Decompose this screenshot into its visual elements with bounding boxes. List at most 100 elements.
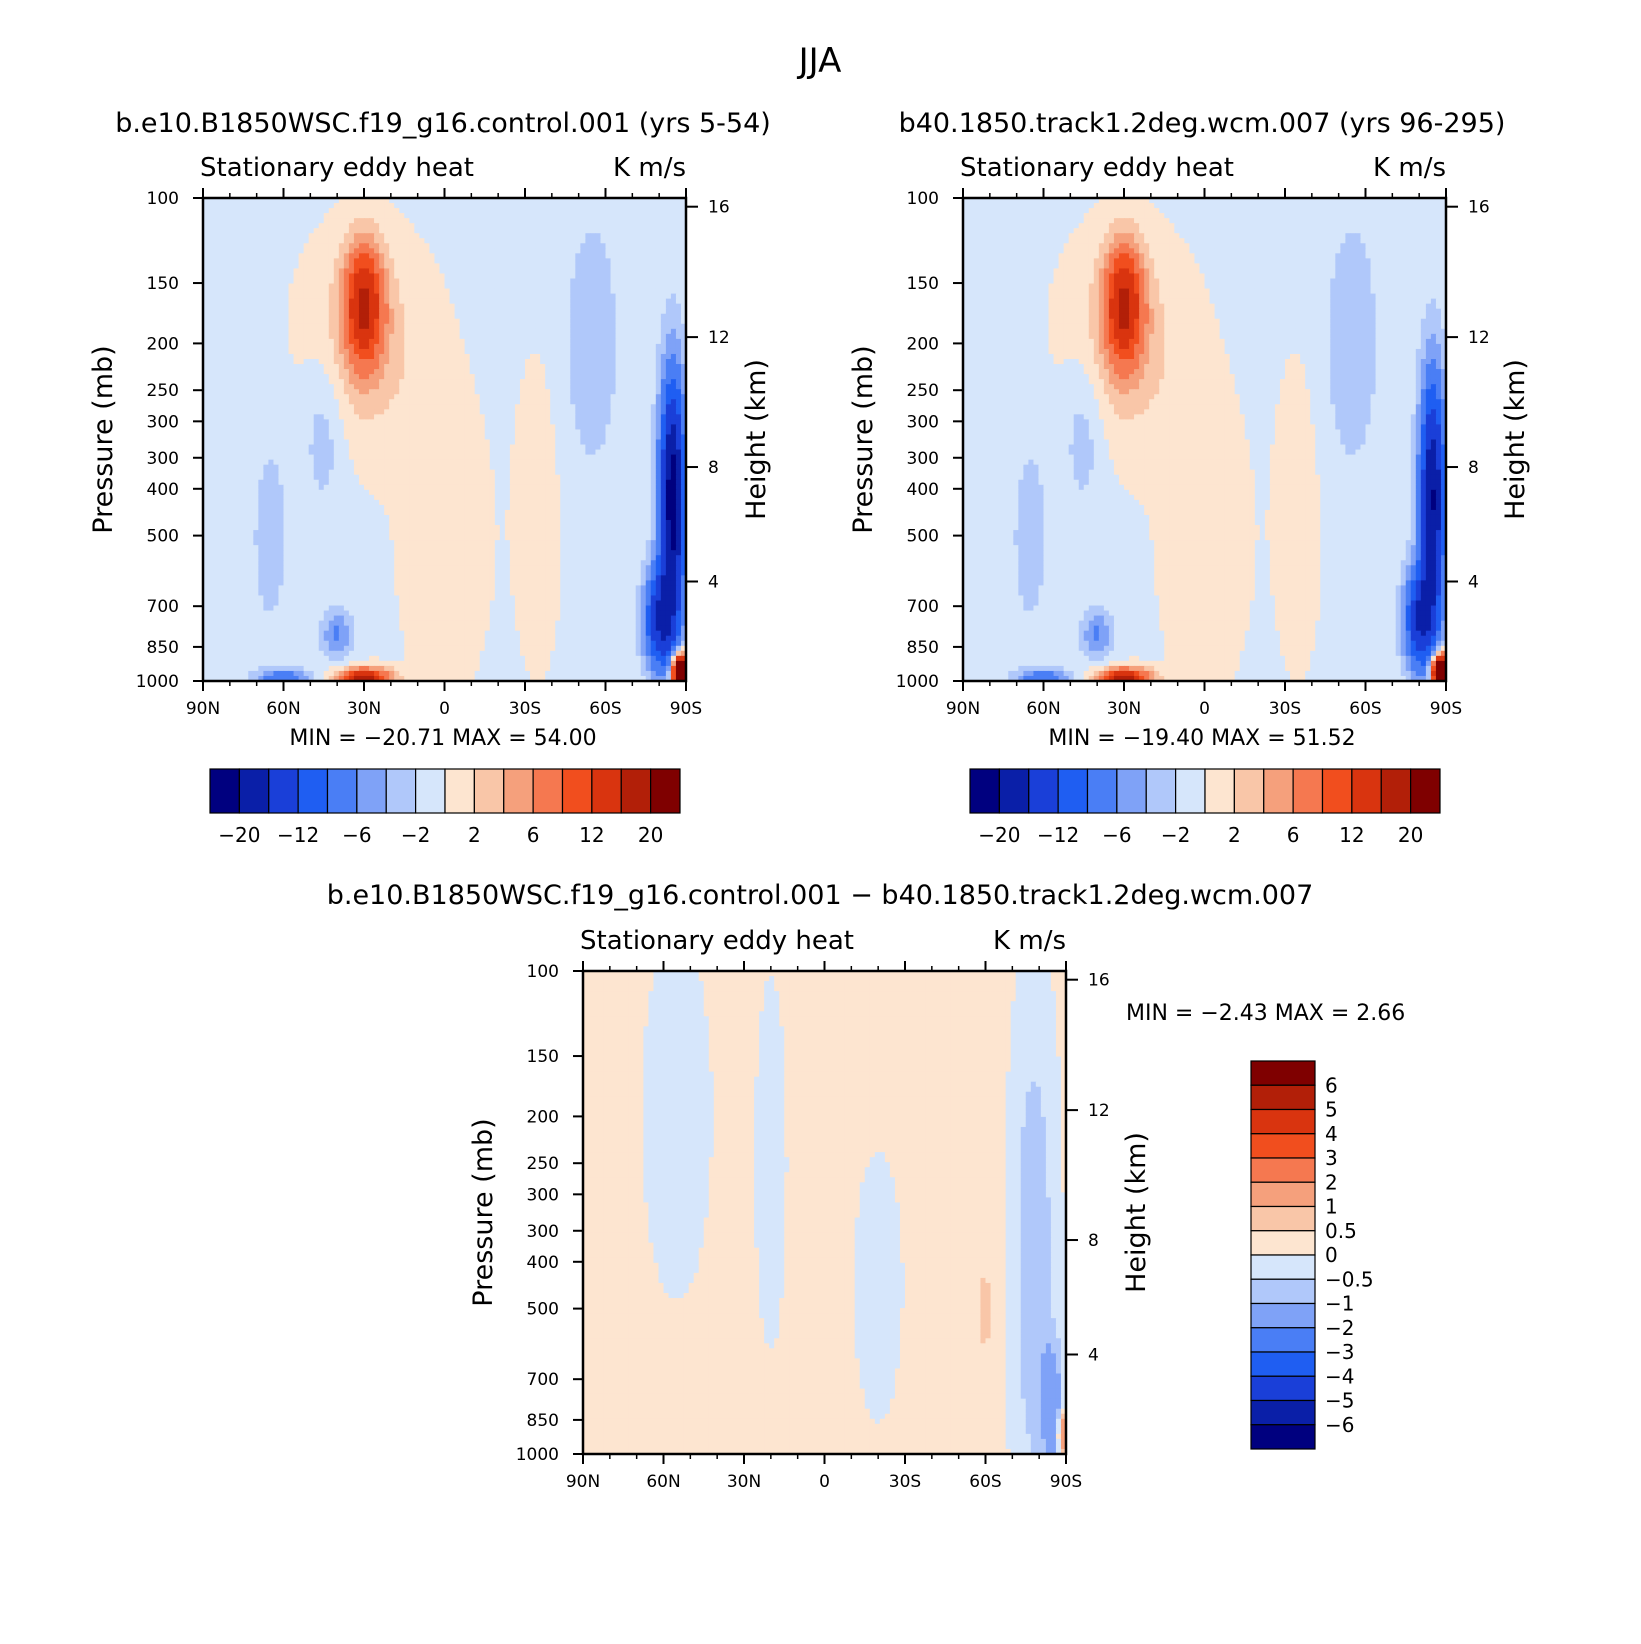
- contour-cell: [263, 374, 269, 380]
- contour-cell: [475, 359, 481, 365]
- contour-cell: [248, 394, 254, 400]
- contour-cell: [223, 248, 229, 254]
- contour-cell: [354, 273, 360, 279]
- contour-cell: [535, 284, 541, 290]
- contour-cell: [218, 359, 224, 365]
- contour-cell: [429, 208, 435, 214]
- contour-cell: [540, 213, 546, 219]
- contour-cell: [646, 339, 652, 345]
- contour-cell: [595, 258, 601, 264]
- contour-cell: [349, 273, 355, 279]
- contour-cell: [289, 450, 295, 456]
- contour-cell: [278, 268, 284, 274]
- contour-cell: [600, 450, 606, 456]
- contour-cell: [369, 253, 375, 259]
- contour-cell: [616, 299, 622, 305]
- contour-cell: [475, 369, 481, 375]
- contour-cell: [359, 445, 365, 451]
- contour-cell: [248, 258, 254, 264]
- contour-cell: [455, 450, 461, 456]
- contour-cell: [314, 429, 320, 435]
- contour-cell: [636, 379, 642, 385]
- contour-cell: [339, 279, 345, 285]
- contour-cell: [233, 284, 239, 290]
- contour-cell: [505, 248, 511, 254]
- contour-cell: [238, 248, 244, 254]
- contour-cell: [631, 309, 637, 315]
- contour-cell: [505, 374, 511, 380]
- contour-cell: [304, 344, 310, 350]
- contour-cell: [445, 369, 451, 375]
- contour-cell: [676, 294, 682, 300]
- contour-cell: [661, 218, 667, 224]
- contour-cell: [379, 339, 385, 345]
- contour-cell: [550, 243, 556, 249]
- contour-cell: [349, 304, 355, 310]
- contour-cell: [399, 429, 405, 435]
- contour-cell: [213, 243, 219, 249]
- contour-cell: [656, 279, 662, 285]
- contour-cell: [253, 284, 259, 290]
- contour-cell: [560, 243, 566, 249]
- contour-cell: [631, 223, 637, 229]
- contour-cell: [580, 389, 586, 395]
- contour-cell: [631, 384, 637, 390]
- contour-cell: [565, 203, 571, 209]
- contour-cell: [268, 455, 274, 461]
- contour-cell: [409, 399, 415, 405]
- contour-cell: [666, 374, 672, 380]
- contour-cell: [611, 248, 617, 254]
- contour-cell: [626, 223, 632, 229]
- contour-cell: [289, 208, 295, 214]
- contour-cell: [641, 404, 647, 410]
- contour-cell: [284, 233, 290, 239]
- contour-cell: [429, 445, 435, 451]
- contour-cell: [268, 440, 274, 446]
- contour-cell: [374, 228, 380, 234]
- contour-cell: [520, 414, 526, 420]
- contour-cell: [540, 409, 546, 415]
- contour-cell: [299, 238, 305, 244]
- contour-cell: [384, 289, 390, 295]
- contour-cell: [460, 273, 466, 279]
- contour-cell: [409, 329, 415, 335]
- contour-cell: [414, 344, 420, 350]
- contour-cell: [535, 419, 541, 425]
- contour-cell: [268, 263, 274, 269]
- contour-cell: [465, 429, 471, 435]
- contour-cell: [409, 243, 415, 249]
- contour-cell: [651, 349, 657, 355]
- contour-cell: [344, 233, 350, 239]
- panel-control: b.e10.B1850WSC.f19_g16.control.001 (yrs …: [88, 108, 772, 847]
- contour-cell: [354, 414, 360, 420]
- contour-cell: [349, 419, 355, 425]
- contour-cell: [595, 455, 601, 461]
- contour-cell: [495, 424, 501, 430]
- contour-cell: [339, 384, 345, 390]
- contour-cell: [243, 284, 249, 290]
- contour-cell: [309, 394, 315, 400]
- contour-cell: [208, 379, 214, 385]
- contour-cell: [676, 248, 682, 254]
- contour-cell: [475, 429, 481, 435]
- contour-cell: [233, 248, 239, 254]
- contour-cell: [213, 359, 219, 365]
- contour-cell: [278, 253, 284, 259]
- contour-cell: [384, 349, 390, 355]
- contour-cell: [299, 314, 305, 320]
- contour-cell: [515, 279, 521, 285]
- contour-cell: [319, 263, 325, 269]
- contour-cell: [384, 329, 390, 335]
- contour-cell: [414, 389, 420, 395]
- contour-cell: [364, 344, 370, 350]
- contour-cell: [419, 253, 425, 259]
- contour-cell: [309, 289, 315, 295]
- contour-cell: [213, 329, 219, 335]
- contour-cell: [399, 329, 405, 335]
- contour-cell: [465, 284, 471, 290]
- contour-cell: [424, 218, 430, 224]
- contour-cell: [228, 279, 234, 285]
- contour-cell: [540, 404, 546, 410]
- contour-cell: [510, 299, 516, 305]
- contour-cell: [585, 228, 591, 234]
